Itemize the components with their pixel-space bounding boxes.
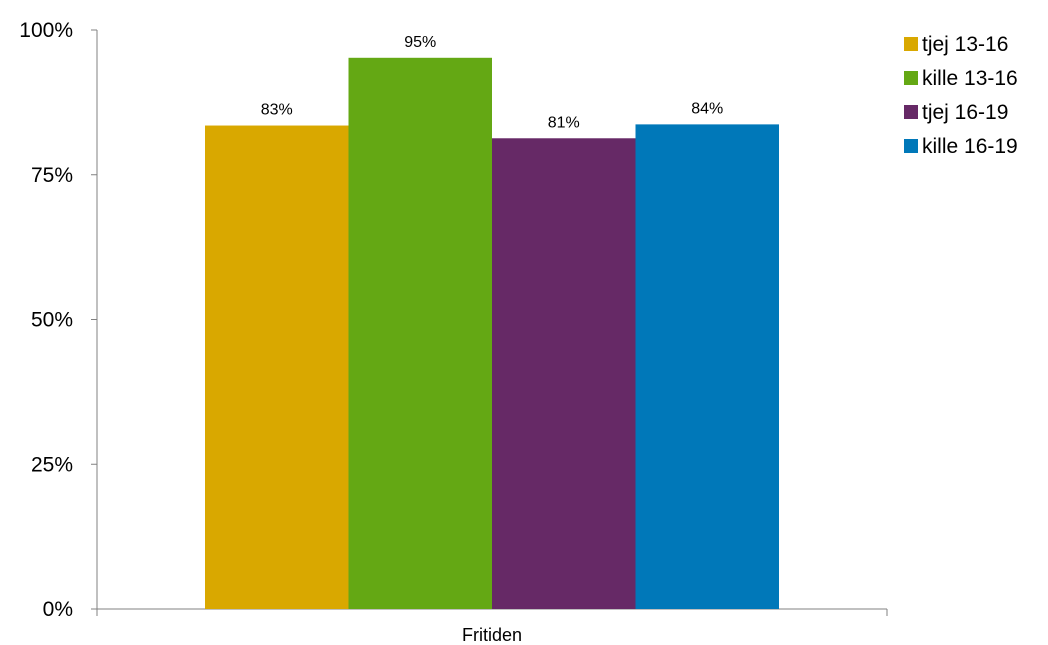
data-label: 95% <box>404 34 436 51</box>
bar <box>348 57 492 610</box>
bar <box>635 124 779 609</box>
legend-swatch <box>904 71 918 85</box>
x-axis: Fritiden <box>96 608 888 645</box>
data-label: 83% <box>261 102 293 119</box>
y-tick-label: 50% <box>31 309 73 332</box>
x-category-label: Fritiden <box>462 625 522 645</box>
legend-label: tjej 16-19 <box>922 101 1008 124</box>
legend-label: kille 16-19 <box>922 135 1018 158</box>
data-label: 84% <box>691 100 723 117</box>
legend-swatch <box>904 37 918 51</box>
bar <box>205 125 349 609</box>
legend-label: kille 13-16 <box>922 67 1018 90</box>
y-axis: 0% 25% 50% 75% 100% <box>19 19 98 621</box>
data-label: 81% <box>548 114 580 131</box>
bar <box>492 138 636 609</box>
legend: tjej 13-16 kille 13-16 tjej 16-19 kille 16-… <box>904 33 1018 158</box>
y-tick-label: 100% <box>19 19 73 42</box>
legend-swatch <box>904 139 918 153</box>
data-labels: 83% 95% 81% 84% <box>261 34 724 131</box>
legend-swatch <box>904 105 918 119</box>
bars <box>205 57 779 610</box>
legend-label: tjej 13-16 <box>922 33 1008 56</box>
y-tick-label: 0% <box>43 598 73 621</box>
y-tick-label: 75% <box>31 164 73 187</box>
y-tick-label: 25% <box>31 453 73 476</box>
